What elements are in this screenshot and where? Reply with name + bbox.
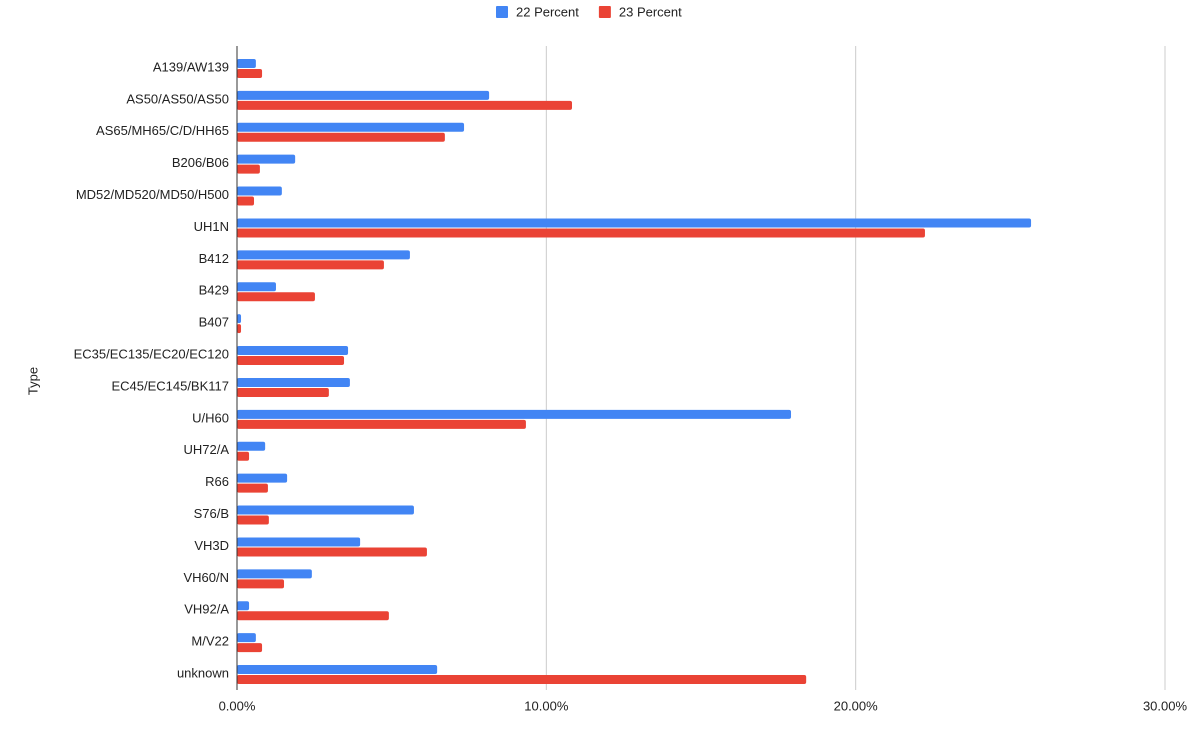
legend-swatch bbox=[598, 6, 611, 18]
bar bbox=[237, 100, 573, 110]
y-tick-label: S76/B bbox=[194, 506, 229, 521]
x-tick-label: 0.00% bbox=[219, 698, 256, 713]
y-tick-label: B412 bbox=[199, 251, 229, 266]
legend-label: 22 Percent bbox=[516, 4, 579, 19]
y-tick-label: unknown bbox=[177, 665, 229, 680]
y-tick-label: U/H60 bbox=[192, 410, 229, 425]
bar bbox=[237, 164, 260, 174]
bar bbox=[237, 515, 269, 525]
x-tick-label: 20.00% bbox=[834, 698, 879, 713]
x-tick-label: 30.00% bbox=[1143, 698, 1188, 713]
bar bbox=[237, 356, 345, 366]
y-tick-label: VH60/N bbox=[183, 570, 229, 585]
y-tick-label: UH1N bbox=[194, 219, 229, 234]
y-tick-label: EC45/EC145/BK117 bbox=[111, 378, 229, 393]
bar bbox=[237, 665, 438, 675]
bar bbox=[237, 260, 384, 270]
bar bbox=[237, 387, 329, 397]
y-tick-label: B407 bbox=[199, 315, 229, 330]
bar bbox=[237, 419, 526, 429]
bar bbox=[237, 483, 268, 493]
bar bbox=[237, 601, 250, 611]
bar bbox=[237, 441, 266, 451]
y-tick-label: VH92/A bbox=[184, 602, 229, 617]
bar bbox=[237, 377, 350, 387]
bar bbox=[237, 122, 465, 132]
y-axis-title: Type bbox=[25, 367, 40, 395]
legend-swatch bbox=[496, 6, 508, 18]
legend-label: 23 Percent bbox=[619, 4, 682, 19]
bar bbox=[237, 569, 312, 579]
y-tick-label: UH72/A bbox=[183, 442, 229, 457]
bar bbox=[237, 68, 263, 78]
bar bbox=[237, 250, 410, 260]
bar bbox=[237, 505, 414, 515]
bar bbox=[237, 643, 263, 653]
bar bbox=[237, 196, 255, 206]
bar bbox=[237, 409, 792, 419]
bar bbox=[237, 473, 288, 483]
y-tick-label: R66 bbox=[205, 474, 229, 489]
bar bbox=[237, 292, 315, 302]
x-tick-label: 10.00% bbox=[524, 698, 569, 713]
bar bbox=[237, 633, 256, 643]
bar bbox=[237, 611, 389, 621]
y-tick-label: M/V22 bbox=[191, 634, 229, 649]
bar bbox=[237, 451, 250, 461]
y-tick-label: VH3D bbox=[194, 538, 229, 553]
bar bbox=[237, 282, 276, 292]
bar bbox=[237, 90, 490, 100]
y-tick-label: AS50/AS50/AS50 bbox=[126, 91, 229, 106]
bar bbox=[237, 218, 1032, 228]
bar bbox=[237, 675, 807, 685]
y-tick-label: A139/AW139 bbox=[153, 59, 229, 74]
bar bbox=[237, 547, 427, 557]
bar bbox=[237, 314, 242, 324]
bar bbox=[237, 579, 285, 589]
bar bbox=[237, 154, 296, 164]
bar bbox=[237, 186, 282, 196]
bar bbox=[237, 58, 256, 68]
y-tick-label: MD52/MD520/MD50/H500 bbox=[76, 187, 229, 202]
bar bbox=[237, 324, 242, 334]
bar bbox=[237, 228, 925, 238]
y-tick-label: AS65/MH65/C/D/HH65 bbox=[96, 123, 229, 138]
bar bbox=[237, 132, 445, 142]
bar bbox=[237, 537, 361, 547]
bar bbox=[237, 346, 349, 356]
y-tick-label: B429 bbox=[199, 283, 229, 298]
y-tick-label: B206/B06 bbox=[172, 155, 229, 170]
y-tick-label: EC35/EC135/EC20/EC120 bbox=[74, 346, 229, 361]
